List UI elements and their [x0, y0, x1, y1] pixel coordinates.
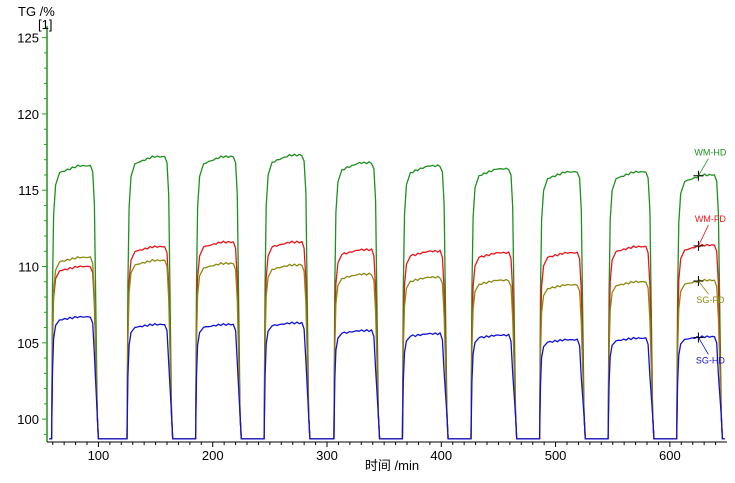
x-tick-label: 400	[430, 448, 452, 463]
series-label-sg-fd: SG-FD	[696, 295, 724, 305]
y-tick-label: 115	[18, 183, 39, 198]
x-tick-label: 500	[545, 448, 567, 463]
y-tick-label: 120	[17, 107, 39, 122]
label-leader-sg-fd	[698, 280, 709, 295]
series-label-sg-hd: SG-HD	[696, 355, 726, 365]
y-tick-label: 105	[17, 336, 39, 351]
series-label-wm-fd: WM-FD	[695, 214, 726, 224]
y-axis-title: TG /%	[18, 4, 55, 19]
series-line-sg-hd	[49, 315, 725, 440]
label-leader-sg-hd	[698, 337, 709, 355]
series-label-wm-hd: WM-HD	[694, 148, 726, 158]
y-axis-index: [1]	[38, 17, 52, 32]
y-tick-label: 125	[17, 31, 39, 46]
x-tick-label: 200	[202, 448, 224, 463]
series-line-sg-fd	[49, 256, 725, 440]
label-leader-wm-hd	[698, 158, 709, 176]
series-line-wm-fd	[49, 240, 725, 440]
x-tick-label: 100	[88, 448, 110, 463]
x-axis-title: 时间 /min	[365, 458, 419, 473]
label-leader-wm-fd	[698, 224, 709, 247]
y-tick-label: 110	[18, 260, 39, 275]
y-tick-label: 100	[17, 412, 39, 427]
x-tick-label: 300	[316, 448, 338, 463]
x-tick-label: 600	[659, 448, 681, 463]
series-line-wm-hd	[49, 153, 725, 440]
